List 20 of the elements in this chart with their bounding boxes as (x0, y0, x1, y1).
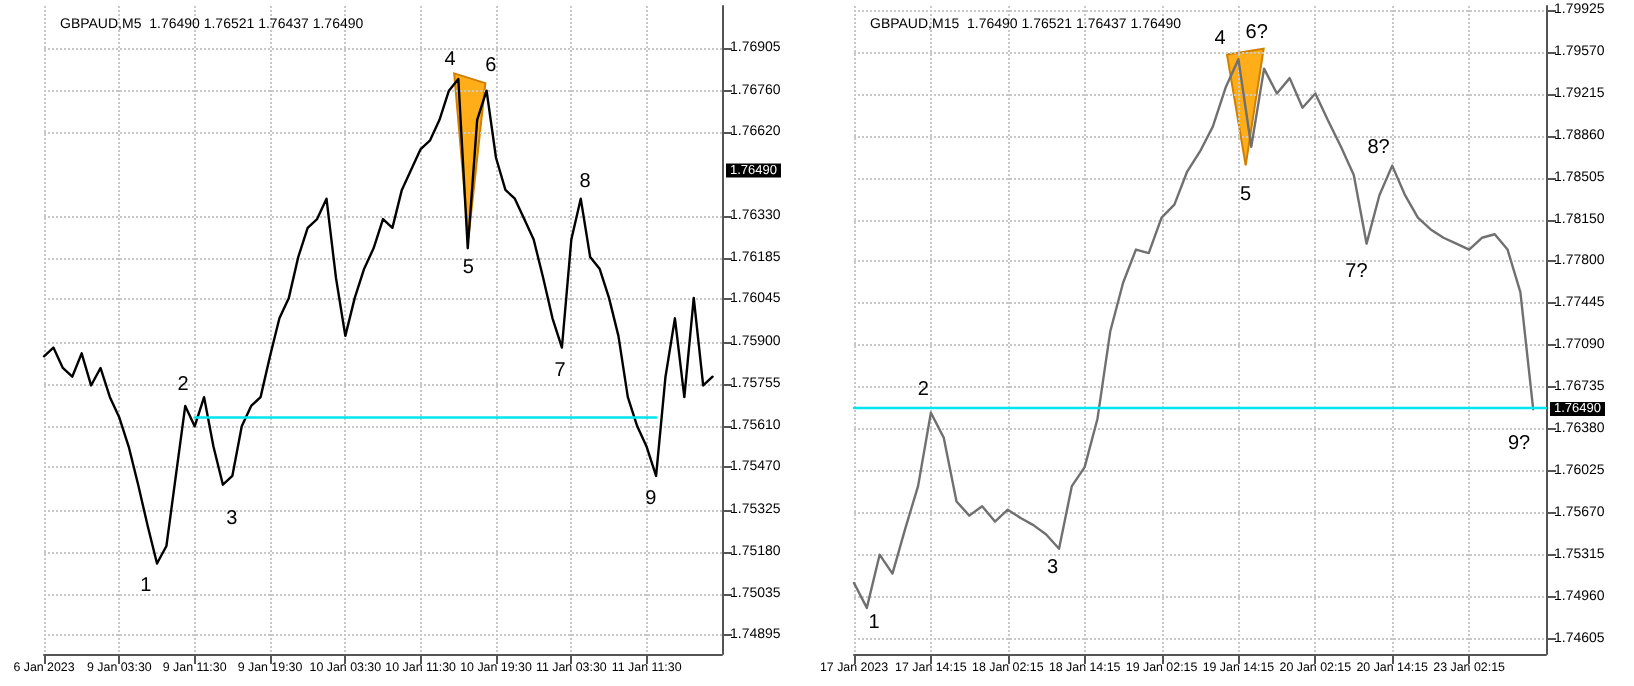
annotation: 3 (1047, 557, 1060, 580)
annotation: 7 (554, 359, 567, 382)
annotation: 9 (645, 488, 658, 511)
annotation: 4 (1214, 28, 1227, 51)
annotation: 2 (177, 374, 190, 397)
line-series (42, 77, 714, 565)
annotation: 3 (226, 508, 239, 531)
annotation: 1 (868, 611, 881, 634)
annotation: 4 (444, 48, 457, 71)
annotation: 5 (462, 256, 475, 279)
annotation: 8 (579, 171, 592, 194)
annotation: 7? (1345, 261, 1369, 284)
annotation: 6? (1245, 22, 1269, 45)
annotation: 1 (140, 574, 153, 597)
annotation: 6 (485, 54, 498, 77)
annotation: 9? (1507, 433, 1532, 456)
annotation: 8? (1367, 136, 1391, 159)
annotation: 5 (1240, 183, 1253, 206)
line-series (852, 58, 1535, 610)
annotation: 2 (917, 378, 930, 401)
